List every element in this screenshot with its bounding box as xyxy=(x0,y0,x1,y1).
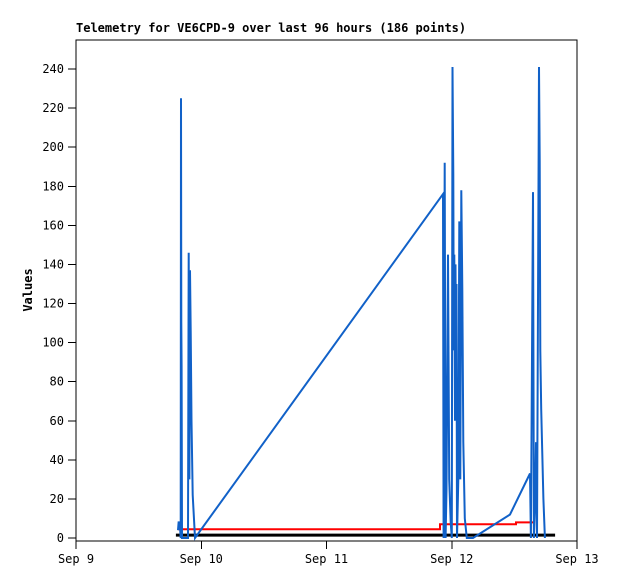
y-tick-label: 40 xyxy=(50,453,64,467)
y-tick-label: 240 xyxy=(42,62,64,76)
series-line-telemetry-channel-red xyxy=(178,521,534,531)
y-tick-label: 200 xyxy=(42,140,64,154)
x-tick-label: Sep 12 xyxy=(430,552,473,566)
y-tick-label: 160 xyxy=(42,218,64,232)
chart-frame xyxy=(75,39,578,542)
y-tick-label: 100 xyxy=(42,336,64,350)
y-tick-label: 180 xyxy=(42,179,64,193)
y-tick-label: 220 xyxy=(42,101,64,115)
x-tick-label: Sep 13 xyxy=(555,552,598,566)
y-tick-label: 0 xyxy=(57,531,64,545)
chart-title: Telemetry for VE6CPD-9 over last 96 hour… xyxy=(76,21,467,35)
y-tick-label: 120 xyxy=(42,297,64,311)
y-tick-label: 80 xyxy=(50,375,64,389)
y-tick-label: 60 xyxy=(50,414,64,428)
x-tick-label: Sep 9 xyxy=(58,552,94,566)
y-tick-label: 20 xyxy=(50,492,64,506)
y-axis-label: Values xyxy=(21,268,35,312)
y-tick-label: 140 xyxy=(42,257,64,271)
series-line-telemetry-channel-blue xyxy=(177,66,546,541)
x-tick-label: Sep 10 xyxy=(180,552,223,566)
x-tick-label: Sep 11 xyxy=(305,552,348,566)
